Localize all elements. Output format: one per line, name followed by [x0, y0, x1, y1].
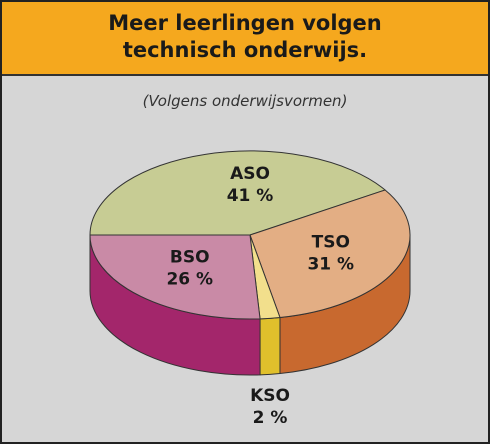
slice	[89, 234, 261, 320]
slice-label: KSO	[250, 386, 290, 406]
slice-label: BSO	[170, 248, 210, 268]
title-bar: Meer leerlingen volgen technisch onderwi…	[0, 0, 490, 76]
slice-label: ASO	[230, 164, 270, 184]
slice-value-label: 26 %	[166, 270, 213, 290]
slice-label: TSO	[312, 232, 350, 252]
slice	[89, 150, 386, 236]
slice-side	[259, 317, 281, 376]
slice-value-label: 31 %	[307, 254, 354, 274]
chart-subtitle: (Volgens onderwijsvormen)	[142, 92, 348, 110]
slice-value-label: 2 %	[253, 408, 288, 428]
slice-value-label: 41 %	[227, 186, 274, 206]
slice	[249, 189, 411, 319]
chart-title: Meer leerlingen volgen technisch onderwi…	[108, 11, 382, 62]
